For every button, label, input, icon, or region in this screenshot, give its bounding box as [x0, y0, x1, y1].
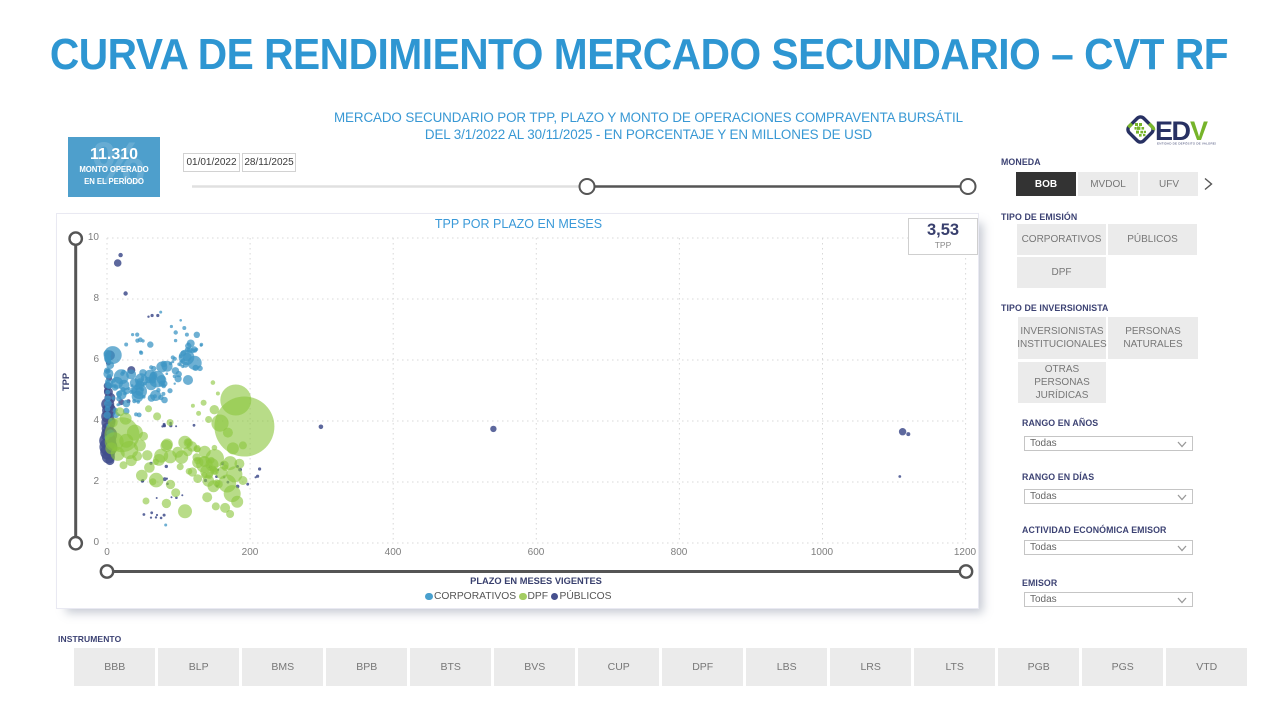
svg-text:ED: ED: [1155, 116, 1191, 146]
svg-text:V: V: [1190, 116, 1208, 146]
svg-text:ENTIDAD DE DEPÓSITO DE VALORES: ENTIDAD DE DEPÓSITO DE VALORES: [1157, 141, 1216, 146]
